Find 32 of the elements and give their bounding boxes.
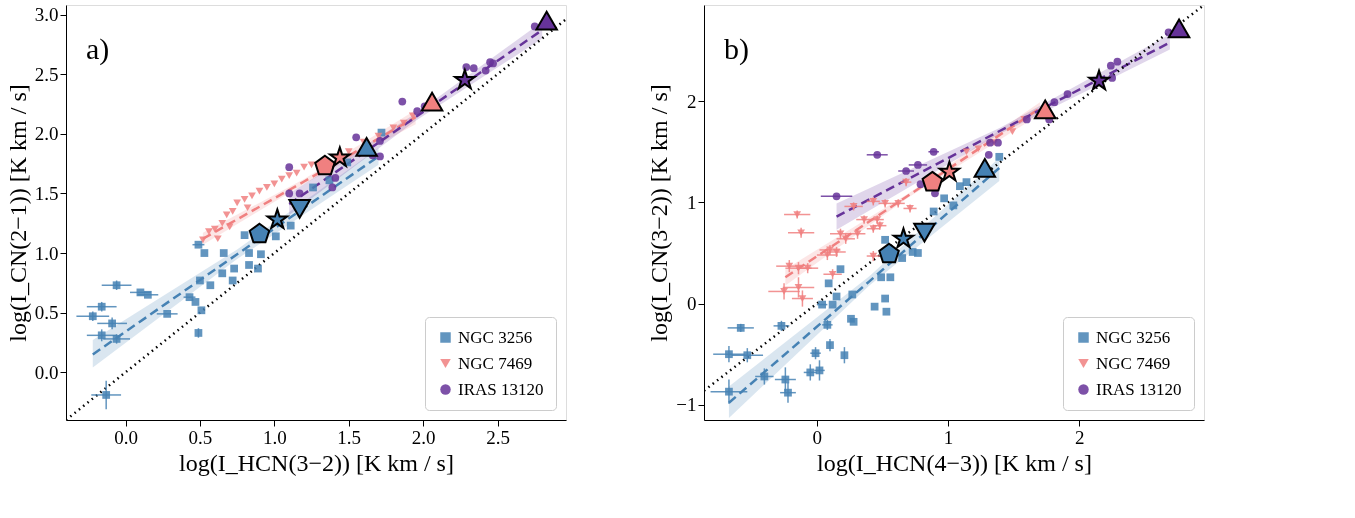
legend-label: NGC 3256: [458, 327, 533, 347]
y-tick-label: 0.0: [34, 361, 59, 383]
x-tick-label: 0.0: [114, 426, 138, 448]
x-axis-title: log(I_HCN(3−2)) [K km / s]: [179, 449, 454, 476]
x-tick-label: 0: [812, 426, 823, 448]
y-tick-label: 1.0: [34, 242, 59, 264]
legend-label: NGC 7469: [1096, 353, 1171, 373]
y-tick-label: 2.5: [34, 63, 59, 85]
x-tick-label: 0.5: [188, 426, 213, 448]
y-tick-label: 0: [687, 293, 697, 315]
annotation: a): [86, 32, 110, 66]
legend-label: IRAS 13120: [458, 379, 544, 399]
y-tick-label: 1: [687, 191, 697, 213]
x-tick-label: 2: [1075, 426, 1085, 448]
y-tick-label: 2: [687, 90, 697, 112]
x-tick-label: 2.5: [486, 426, 510, 448]
legend-label: NGC 3256: [1096, 327, 1171, 347]
x-tick-label: 1.5: [337, 426, 362, 448]
y-tick-label: 2.0: [34, 123, 59, 145]
legend-label: IRAS 13120: [1096, 379, 1182, 399]
x-tick-label: 2.0: [411, 426, 436, 448]
y-tick-label: 3.0: [34, 4, 59, 26]
y-tick-label: −1: [676, 394, 697, 416]
y-axis-title: log(I_CN(3−2)) [K km / s]: [646, 84, 673, 342]
y-tick-label: 0.5: [34, 302, 59, 324]
x-tick-label: 1.0: [262, 426, 287, 448]
y-tick-label: 1.5: [34, 182, 59, 204]
x-axis-title: log(I_HCN(4−3)) [K km / s]: [817, 449, 1092, 476]
legend-label: NGC 7469: [458, 353, 533, 373]
annotation: b): [724, 32, 749, 66]
x-tick-label: 1: [943, 426, 954, 448]
y-axis-title: log(I_CN(2−1)) [K km / s]: [4, 84, 31, 342]
